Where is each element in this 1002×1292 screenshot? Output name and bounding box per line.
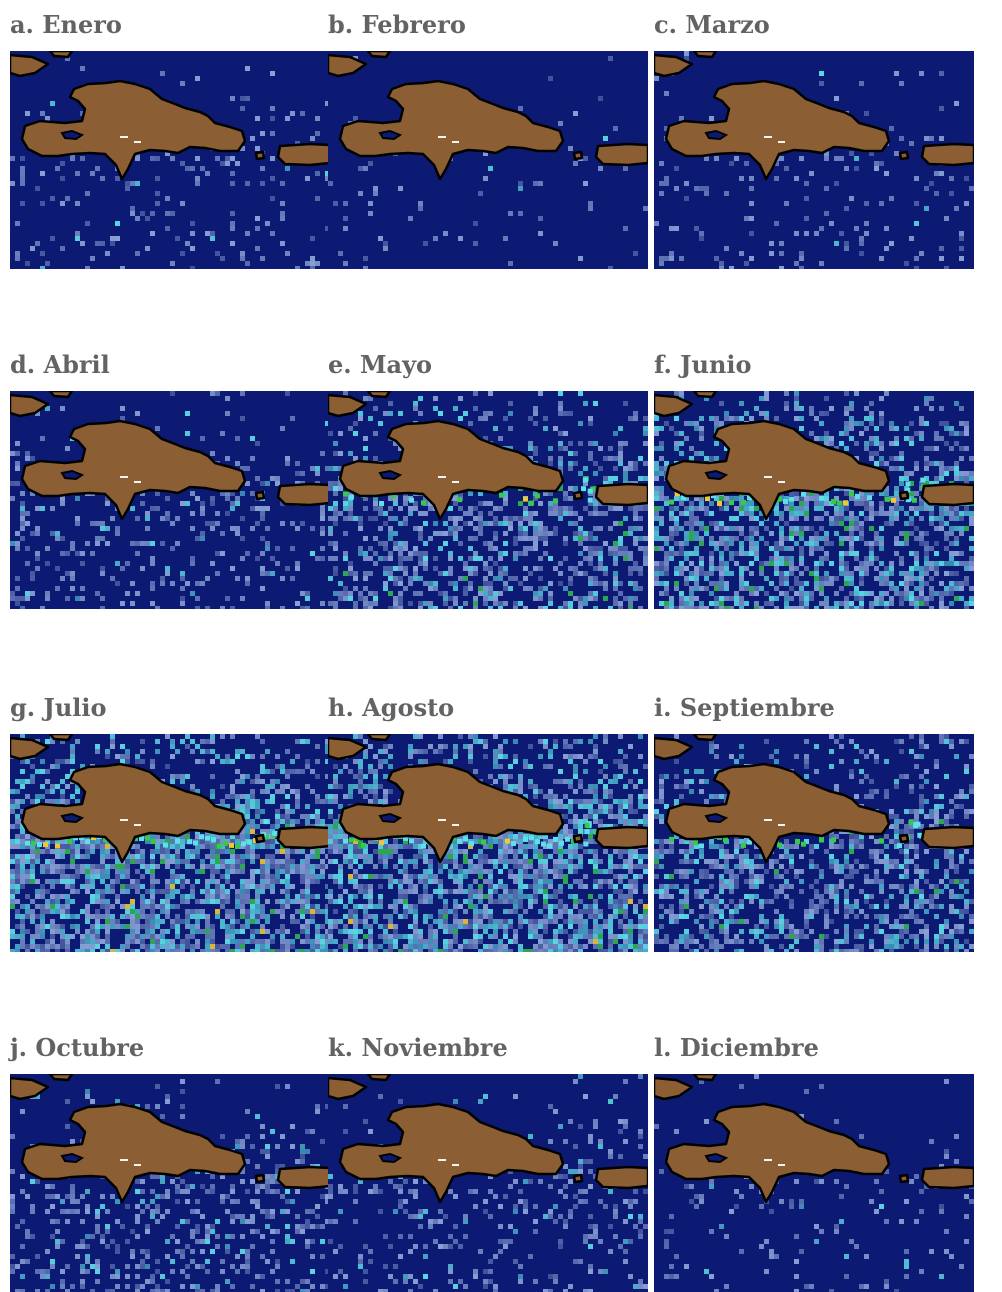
panel-k: k. Noviembre — [328, 1028, 648, 1292]
puerto-rico-island — [922, 1167, 974, 1188]
panel-label: d. Abril — [10, 345, 110, 385]
panel-label: e. Mayo — [328, 345, 432, 385]
mona-islet — [900, 835, 908, 842]
mona-islet — [900, 152, 908, 159]
panel-f: f. Junio — [654, 345, 974, 609]
panel-d: d. Abril — [10, 345, 330, 609]
puerto-rico-island — [596, 827, 648, 848]
puerto-rico-island — [278, 144, 330, 165]
puerto-rico-island — [596, 144, 648, 165]
cuba-top-edge — [694, 51, 716, 57]
panel-l: l. Diciembre — [654, 1028, 974, 1292]
puerto-rico-island — [922, 827, 974, 848]
map-frame — [10, 1074, 330, 1292]
mona-islet — [574, 492, 582, 499]
panel-h: h. Agosto — [328, 688, 648, 952]
puerto-rico-island — [596, 484, 648, 505]
map-frame — [10, 391, 330, 609]
map-l — [654, 1074, 974, 1292]
panel-label: h. Agosto — [328, 688, 454, 728]
panel-i: i. Septiembre — [654, 688, 974, 952]
map-frame — [10, 51, 330, 269]
panel-e: e. Mayo — [328, 345, 648, 609]
map-a — [10, 51, 330, 269]
map-e — [328, 391, 648, 609]
map-b — [328, 51, 648, 269]
panel-b: b. Febrero — [328, 5, 648, 269]
map-frame — [10, 734, 330, 952]
map-h — [328, 734, 648, 952]
puerto-rico-island — [922, 144, 974, 165]
mona-islet — [256, 492, 264, 499]
map-g — [10, 734, 330, 952]
panel-label: a. Enero — [10, 5, 122, 45]
map-frame — [654, 1074, 974, 1292]
mona-islet — [574, 835, 582, 842]
panel-label: j. Octubre — [10, 1028, 144, 1068]
mona-islet — [574, 152, 582, 159]
panel-label: i. Septiembre — [654, 688, 835, 728]
puerto-rico-island — [278, 484, 330, 505]
cuba-top-edge — [694, 1074, 716, 1080]
mona-islet — [256, 152, 264, 159]
map-k — [328, 1074, 648, 1292]
cuba-top-edge — [50, 734, 72, 740]
puerto-rico-island — [278, 827, 330, 848]
mona-islet — [574, 1175, 582, 1182]
panel-c: c. Marzo — [654, 5, 974, 269]
panel-g: g. Julio — [10, 688, 330, 952]
map-frame — [328, 51, 648, 269]
cuba-top-edge — [368, 391, 390, 397]
map-frame — [328, 734, 648, 952]
cuba-top-edge — [50, 1074, 72, 1080]
panel-j: j. Octubre — [10, 1028, 330, 1292]
map-c — [654, 51, 974, 269]
panel-label: g. Julio — [10, 688, 107, 728]
cuba-top-edge — [368, 734, 390, 740]
map-j — [10, 1074, 330, 1292]
map-frame — [328, 1074, 648, 1292]
panel-label: k. Noviembre — [328, 1028, 508, 1068]
mona-islet — [900, 492, 908, 499]
puerto-rico-island — [596, 1167, 648, 1188]
mona-islet — [256, 1175, 264, 1182]
puerto-rico-island — [922, 484, 974, 505]
map-frame — [654, 391, 974, 609]
panel-label: f. Junio — [654, 345, 752, 385]
cuba-top-edge — [50, 391, 72, 397]
puerto-rico-island — [278, 1167, 330, 1188]
map-frame — [654, 51, 974, 269]
cuba-top-edge — [50, 51, 72, 57]
panel-label: b. Febrero — [328, 5, 466, 45]
cuba-top-edge — [368, 1074, 390, 1080]
panel-label: c. Marzo — [654, 5, 770, 45]
mona-islet — [900, 1175, 908, 1182]
cuba-top-edge — [694, 734, 716, 740]
cuba-top-edge — [368, 51, 390, 57]
mona-islet — [256, 835, 264, 842]
map-f — [654, 391, 974, 609]
map-d — [10, 391, 330, 609]
map-frame — [328, 391, 648, 609]
map-frame — [654, 734, 974, 952]
panel-a: a. Enero — [10, 5, 330, 269]
map-i — [654, 734, 974, 952]
cuba-top-edge — [694, 391, 716, 397]
panel-label: l. Diciembre — [654, 1028, 819, 1068]
